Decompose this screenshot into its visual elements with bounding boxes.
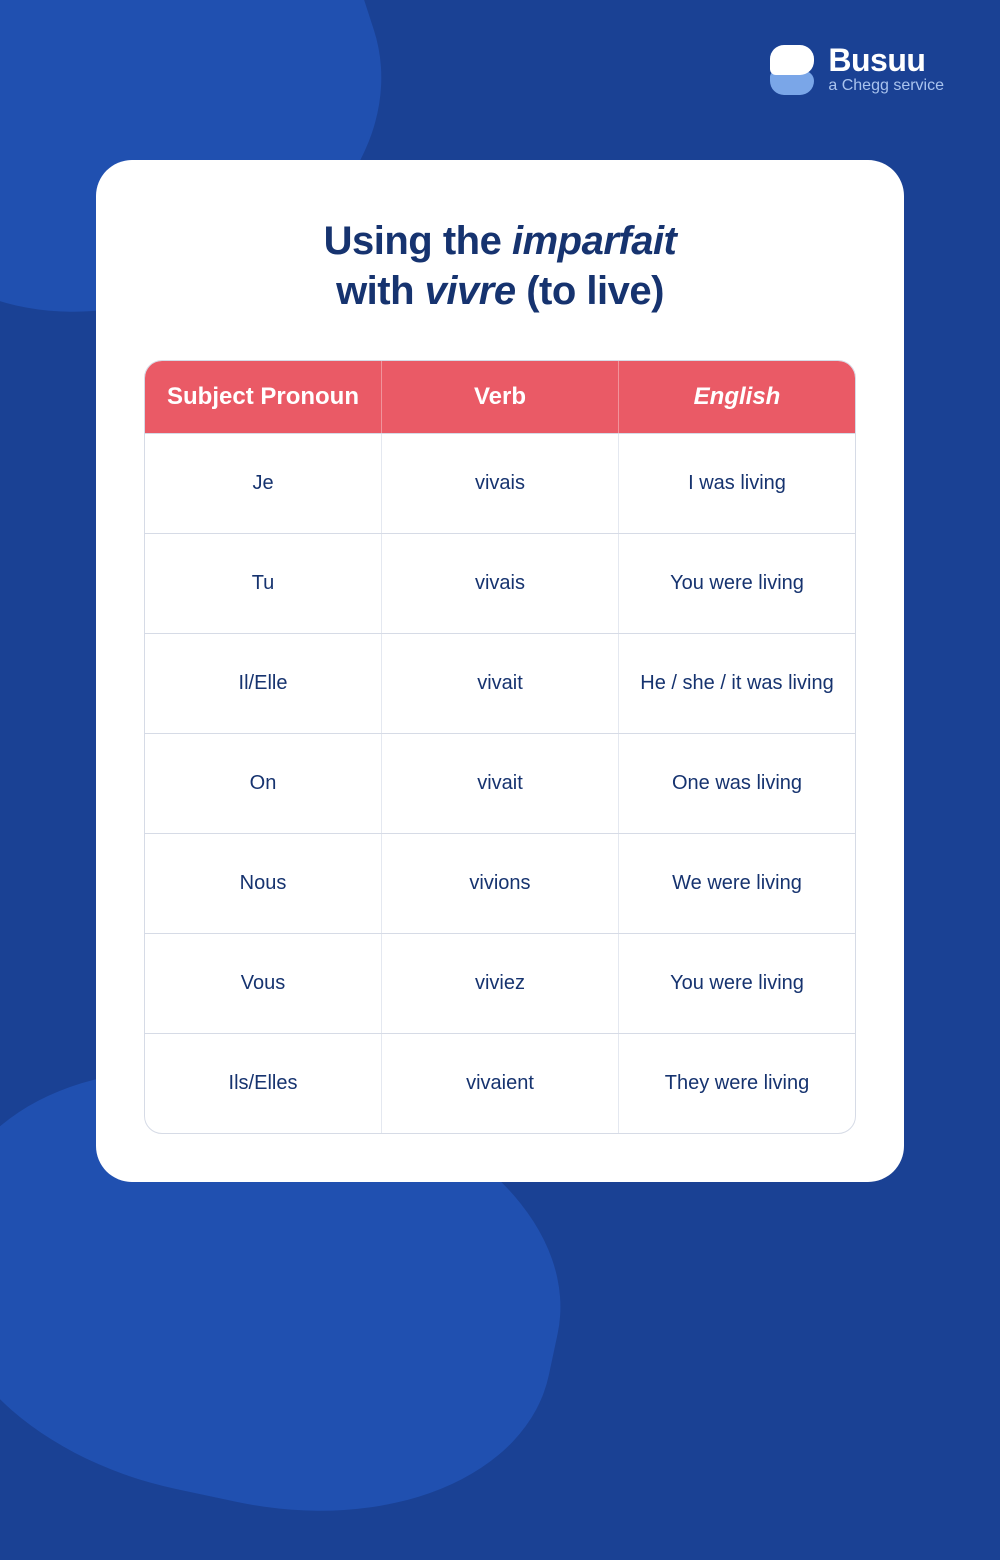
cell-pronoun: Tu: [145, 534, 382, 633]
brand-name: Busuu: [828, 44, 944, 76]
cell-verb: vivait: [382, 734, 619, 833]
table-header-row: Subject Pronoun Verb English: [145, 361, 855, 433]
logo-text: Busuu a Chegg service: [828, 44, 944, 95]
col-header-english-text: English: [694, 383, 781, 411]
title-em-2: vivre: [425, 269, 516, 313]
col-header-pronoun: Subject Pronoun: [145, 361, 382, 433]
cell-pronoun: Je: [145, 434, 382, 533]
table-row: Vous viviez You were living: [145, 933, 855, 1033]
cell-english: You were living: [619, 934, 855, 1033]
cell-english: You were living: [619, 534, 855, 633]
col-header-english: English: [619, 361, 855, 433]
title-text-2: with: [336, 269, 425, 313]
cell-english: They were living: [619, 1034, 855, 1133]
cell-pronoun: Nous: [145, 834, 382, 933]
title-text-3: (to live): [516, 269, 664, 313]
cell-pronoun: Vous: [145, 934, 382, 1033]
table-row: Je vivais I was living: [145, 433, 855, 533]
col-header-verb-text: Verb: [474, 383, 526, 411]
logo-mark-icon: [770, 45, 816, 95]
table-row: Nous vivions We were living: [145, 833, 855, 933]
brand-tagline: a Chegg service: [828, 76, 944, 95]
cell-verb: vivions: [382, 834, 619, 933]
card-title: Using the imparfait with vivre (to live): [144, 216, 856, 316]
cell-verb: vivais: [382, 534, 619, 633]
cell-english: We were living: [619, 834, 855, 933]
table-row: Il/Elle vivait He / she / it was living: [145, 633, 855, 733]
cell-english: He / she / it was living: [619, 634, 855, 733]
col-header-verb: Verb: [382, 361, 619, 433]
title-text-1: Using the: [324, 219, 512, 263]
table-row: Ils/Elles vivaient They were living: [145, 1033, 855, 1133]
cell-verb: viviez: [382, 934, 619, 1033]
cell-english: I was living: [619, 434, 855, 533]
cell-pronoun: Ils/Elles: [145, 1034, 382, 1133]
table-row: Tu vivais You were living: [145, 533, 855, 633]
cell-verb: vivais: [382, 434, 619, 533]
cell-verb: vivait: [382, 634, 619, 733]
cell-verb: vivaient: [382, 1034, 619, 1133]
cell-pronoun: On: [145, 734, 382, 833]
brand-logo: Busuu a Chegg service: [770, 44, 944, 95]
title-em-1: imparfait: [512, 219, 676, 263]
table-row: On vivait One was living: [145, 733, 855, 833]
cell-pronoun: Il/Elle: [145, 634, 382, 733]
cell-english: One was living: [619, 734, 855, 833]
conjugation-table: Subject Pronoun Verb English Je vivais I…: [144, 360, 856, 1134]
col-header-pronoun-text: Subject Pronoun: [167, 383, 359, 411]
content-card: Using the imparfait with vivre (to live)…: [96, 160, 904, 1182]
